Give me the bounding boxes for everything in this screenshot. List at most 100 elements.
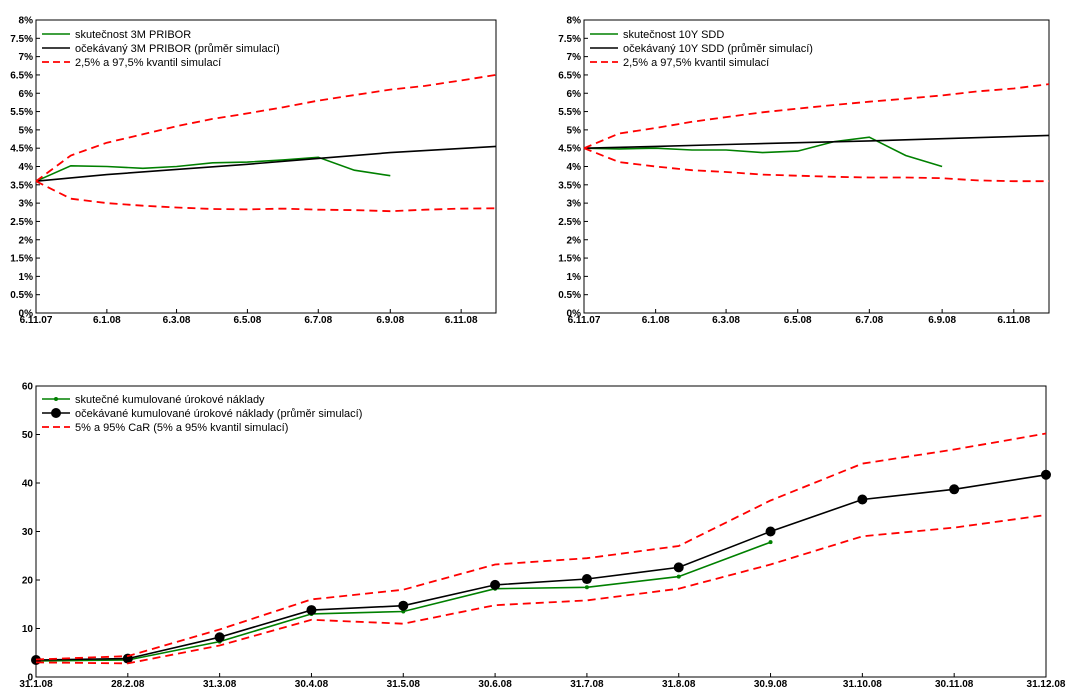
- series-line-3: [35, 432, 1047, 661]
- y-tick-label: 6.5%: [558, 70, 581, 81]
- legend-marker: [54, 397, 58, 401]
- legend-label: skutečnost 3M PRIBOR: [75, 29, 191, 41]
- y-tick-label: 60: [22, 382, 34, 393]
- x-tick-label: 28.2.08: [111, 679, 145, 690]
- legend-label: skutečné kumulované úrokové náklady: [75, 394, 265, 406]
- y-tick-label: 4%: [19, 162, 34, 173]
- y-tick-label: 7%: [567, 52, 582, 63]
- x-tick-label: 31.10.08: [843, 679, 882, 690]
- x-tick-label: 30.9.08: [754, 679, 788, 690]
- y-tick-label: 10: [22, 624, 34, 635]
- legend-label: 5% a 95% CaR (5% a 95% kvantil simulací): [75, 422, 288, 434]
- series-2-point: [673, 562, 684, 573]
- y-tick-label: 4.5%: [558, 144, 581, 155]
- chart-10y-sdd: 0% 0.5% 1% 1.5% 2% 2.5% 3% 3.5% 4% 4.5% 5% 5.5% 6% 6.…: [548, 0, 1073, 332]
- legend-label: očekávaný 3M PRIBOR (průměr simulací): [75, 43, 280, 55]
- x-tick-label: 6.9.08: [928, 315, 956, 326]
- x-tick-label: 6.5.08: [784, 315, 812, 326]
- series-2-point: [765, 526, 776, 537]
- x-tick-label: 6.7.08: [855, 315, 883, 326]
- y-tick-label: 5%: [19, 125, 34, 136]
- y-tick-label: 2%: [19, 235, 34, 246]
- y-tick-label: 3.5%: [558, 180, 581, 191]
- y-tick-label: 3%: [567, 199, 582, 210]
- x-tick-label: 31.3.08: [203, 679, 237, 690]
- series-line-4: [35, 514, 1047, 665]
- y-tick-label: 0.5%: [558, 290, 581, 301]
- y-tick-label: 0.5%: [10, 290, 33, 301]
- y-tick-label: 2%: [567, 235, 582, 246]
- legend-label: skutečnost 10Y SDD: [623, 29, 724, 41]
- series-2-point: [1041, 469, 1051, 480]
- x-tick-label: 6.11.07: [568, 315, 601, 326]
- y-tick-label: 40: [22, 479, 34, 490]
- y-tick-label: 1%: [19, 272, 34, 283]
- y-tick-label: 5.5%: [558, 107, 581, 118]
- series-2-point: [306, 605, 317, 616]
- y-tick-label: 30: [22, 527, 34, 538]
- x-tick-label: 31.7.08: [570, 679, 604, 690]
- series-1-point: [676, 574, 681, 579]
- y-tick-label: 6%: [19, 89, 34, 100]
- x-tick-label: 6.3.08: [712, 315, 740, 326]
- x-tick-label: 6.5.08: [234, 315, 262, 326]
- x-tick-label: 6.11.07: [20, 315, 53, 326]
- series-line-4: [35, 180, 497, 213]
- y-tick-label: 1.5%: [558, 254, 581, 265]
- legend-label: 2,5% a 97,5% kvantil simulací: [623, 57, 769, 69]
- y-tick-label: 4%: [567, 162, 582, 173]
- y-tick-label: 6%: [567, 89, 582, 100]
- x-tick-label: 6.11.08: [445, 315, 478, 326]
- series-2-point: [214, 632, 225, 643]
- y-tick-label: 0: [27, 673, 33, 684]
- y-tick-label: 5%: [567, 125, 582, 136]
- series-2-point: [857, 494, 868, 505]
- series-line-3: [583, 83, 1050, 150]
- series-line-2: [35, 145, 497, 182]
- series-2-point: [490, 579, 501, 590]
- x-tick-label: 31.5.08: [387, 679, 421, 690]
- series-line-2: [35, 474, 1047, 661]
- series-2-point: [581, 574, 592, 585]
- series-1-point: [768, 540, 773, 545]
- y-tick-label: 3%: [19, 199, 34, 210]
- legend-marker: [51, 408, 61, 418]
- y-tick-label: 2.5%: [10, 217, 33, 228]
- x-tick-label: 31.1.08: [19, 679, 53, 690]
- chart-3m-pribor-svg: 0% 0.5% 1% 1.5% 2% 2.5% 3% 3.5% 4% 4.5% 5% 5.5% 6% 6.…: [10, 16, 497, 326]
- x-tick-label: 30.4.08: [295, 679, 329, 690]
- x-tick-label: 31.12.08: [1027, 679, 1066, 690]
- y-tick-label: 8%: [19, 16, 34, 27]
- y-tick-label: 50: [22, 430, 34, 441]
- x-tick-label: 30.6.08: [478, 679, 512, 690]
- x-tick-label: 6.9.08: [376, 315, 404, 326]
- y-tick-label: 0%: [19, 309, 34, 320]
- x-tick-label: 6.1.08: [93, 315, 121, 326]
- x-tick-label: 31.8.08: [662, 679, 696, 690]
- series-line-1: [35, 156, 391, 182]
- y-tick-label: 1%: [567, 272, 582, 283]
- x-tick-label: 6.7.08: [304, 315, 332, 326]
- y-tick-label: 3.5%: [10, 180, 33, 191]
- x-tick-label: 6.1.08: [642, 315, 670, 326]
- x-tick-label: 30.11.08: [935, 679, 974, 690]
- y-tick-label: 7.5%: [10, 34, 33, 45]
- y-tick-label: 20: [22, 576, 34, 587]
- legend-label: očekávané kumulované úrokové náklady (pr…: [75, 408, 362, 420]
- series-line-4: [583, 147, 1049, 183]
- y-tick-label: 8%: [567, 16, 582, 27]
- y-tick-label: 5.5%: [10, 107, 33, 118]
- series-line-3: [35, 74, 497, 182]
- chart-3m-pribor: 0% 0.5% 1% 1.5% 2% 2.5% 3% 3.5% 4% 4.5% 5% 5.5% 6% 6.…: [0, 0, 520, 332]
- y-tick-label: 0%: [567, 309, 582, 320]
- chart-10y-sdd-svg: 0% 0.5% 1% 1.5% 2% 2.5% 3% 3.5% 4% 4.5% 5% 5.5% 6% 6.…: [558, 16, 1050, 326]
- chart-cumulative-costs-svg: 0 10 20 30 40 50 60 31.1.08 28.2.08 31.3.08 30.4.0…: [19, 382, 1066, 690]
- y-tick-label: 4.5%: [10, 144, 33, 155]
- series-2-point: [398, 600, 409, 611]
- y-tick-label: 2.5%: [558, 217, 581, 228]
- series-1-point: [584, 585, 589, 590]
- y-tick-label: 1.5%: [10, 254, 33, 265]
- x-tick-label: 6.11.08: [997, 315, 1030, 326]
- legend-label: 2,5% a 97,5% kvantil simulací: [75, 57, 221, 69]
- series-2-point: [949, 484, 960, 495]
